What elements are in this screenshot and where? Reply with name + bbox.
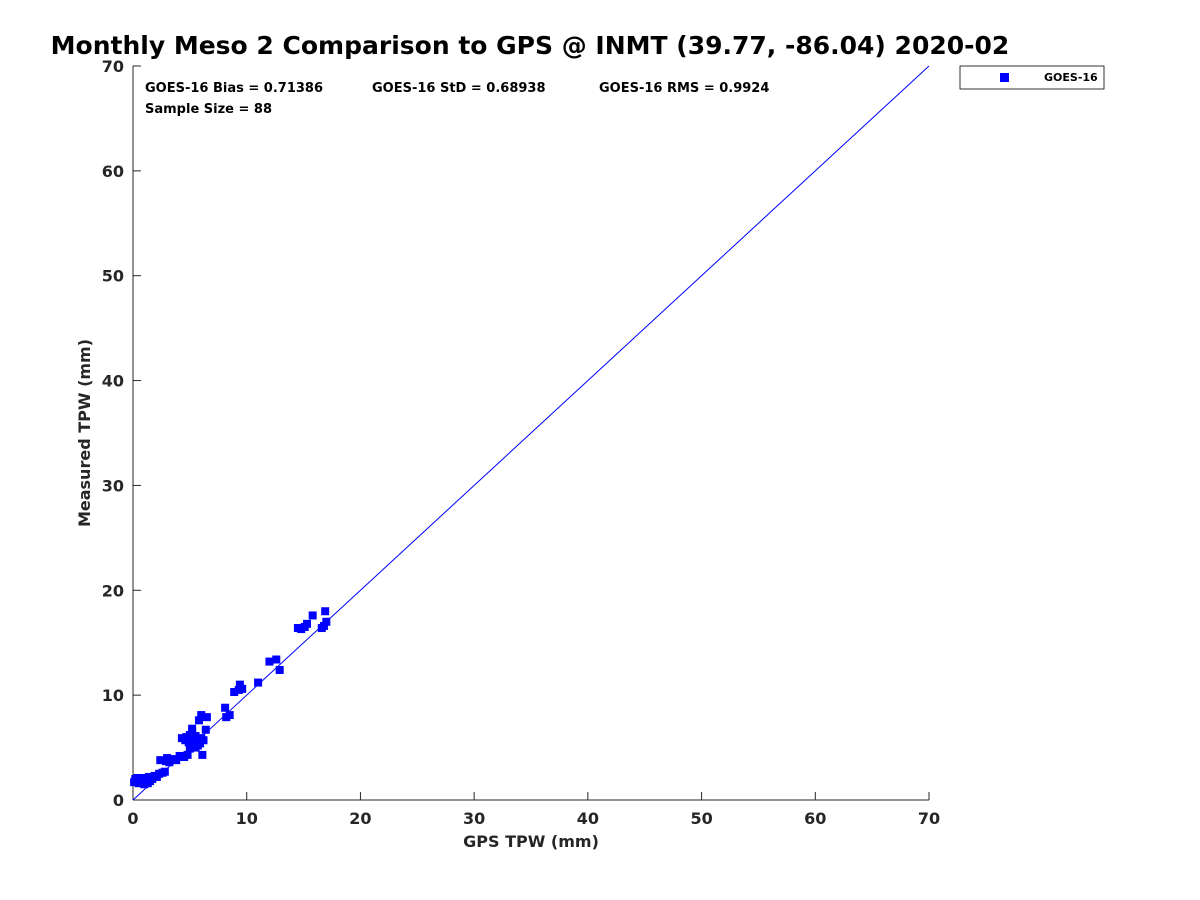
x-tick-label: 20 [349, 809, 371, 828]
data-point [275, 665, 284, 674]
data-point [160, 767, 169, 776]
data-point [322, 617, 331, 626]
data-point [188, 724, 197, 733]
data-point [238, 684, 247, 693]
stat-bias: GOES-16 Bias = 0.71386 [145, 81, 323, 96]
data-point [225, 711, 234, 720]
data-point [197, 711, 206, 720]
data-point [221, 703, 230, 712]
y-tick-label: 50 [102, 267, 124, 286]
y-tick-label: 70 [102, 57, 124, 76]
data-point [272, 655, 281, 664]
data-point [194, 716, 203, 725]
y-tick-label: 40 [102, 372, 124, 391]
y-axis-label: Measured TPW (mm) [75, 339, 94, 527]
one-to-one-line [132, 65, 930, 801]
legend: GOES-16 [959, 65, 1105, 90]
data-point [235, 680, 244, 689]
data-point [163, 754, 172, 763]
x-tick-label: 30 [463, 809, 485, 828]
data-point [265, 657, 274, 666]
data-point [321, 607, 330, 616]
stat-std: GOES-16 StD = 0.68938 [372, 81, 546, 96]
x-axis-label: GPS TPW (mm) [463, 832, 599, 851]
data-point [230, 687, 239, 696]
data-point [254, 678, 263, 687]
data-point [308, 611, 317, 620]
y-tick-label: 30 [102, 476, 124, 495]
data-point [172, 756, 181, 765]
x-tick-label: 10 [236, 809, 258, 828]
stat-rms: GOES-16 RMS = 0.9924 [599, 81, 769, 96]
data-point [175, 751, 184, 760]
stat-sample-size: Sample Size = 88 [145, 102, 272, 117]
data-point [320, 621, 329, 630]
data-point [201, 725, 210, 734]
y-tick-label: 60 [102, 162, 124, 181]
legend-box [959, 65, 1105, 90]
data-point [184, 738, 193, 747]
x-tick-label: 50 [690, 809, 712, 828]
legend-label: GOES-16 [1044, 71, 1098, 84]
data-point [198, 750, 207, 759]
x-tick-label: 60 [804, 809, 826, 828]
data-point [302, 619, 311, 628]
x-tick-label: 40 [577, 809, 599, 828]
x-tick-label: 70 [918, 809, 940, 828]
data-point [156, 756, 165, 765]
data-point [183, 750, 192, 759]
data-point [191, 732, 200, 741]
y-tick-label: 0 [113, 791, 124, 810]
x-tick-label: 0 [127, 809, 138, 828]
series-goes-16 [130, 607, 331, 789]
chart-title: Monthly Meso 2 Comparison to GPS @ INMT … [51, 31, 1010, 60]
plot-area: 0 10 20 30 40 50 60 70 0 10 20 30 40 50 60 70 [102, 57, 940, 828]
legend-marker [1000, 73, 1009, 82]
y-tick-label: 20 [102, 581, 124, 600]
data-point [202, 713, 211, 722]
data-point [199, 736, 208, 745]
y-tick-label: 10 [102, 686, 124, 705]
